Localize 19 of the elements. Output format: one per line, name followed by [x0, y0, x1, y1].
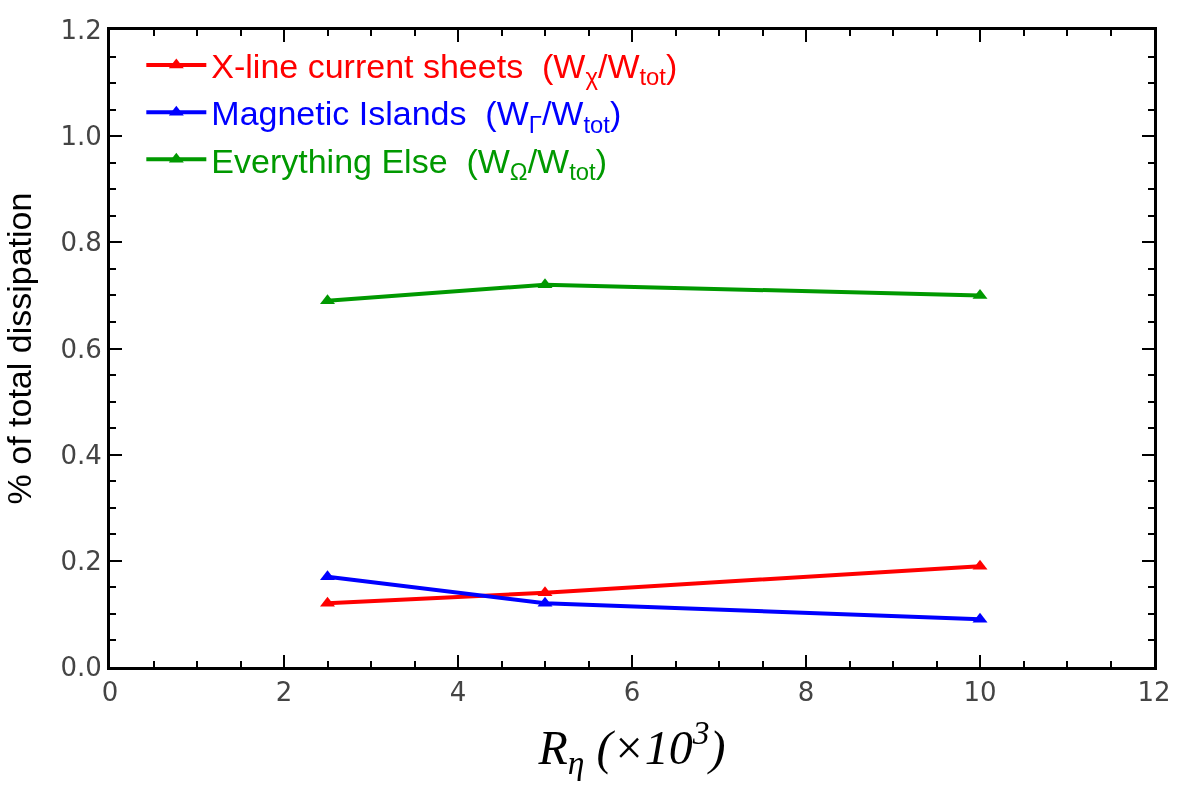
y-tick-label: 0.6: [60, 333, 102, 364]
x-tick-label: 10: [963, 677, 997, 708]
x-tick-label: 2: [275, 677, 293, 708]
y-tick-label: 0.4: [60, 439, 102, 470]
x-axis-title: R$_{η}$ (×10$^{3}$): [537, 714, 726, 782]
x-tick-label: 0: [101, 677, 119, 708]
x-tick-label: 8: [797, 677, 815, 708]
y-tick-label: 0.2: [60, 545, 102, 576]
x-tick-label: 4: [449, 677, 467, 708]
y-tick-label: 1.0: [60, 121, 102, 152]
y-tick-label: 0.8: [60, 227, 102, 258]
x-tick-label: 6: [623, 677, 641, 708]
y-axis-title: % of total dissipation: [0, 192, 38, 505]
y-tick-label: 1.2: [60, 15, 102, 46]
x-tick-label: 12: [1137, 677, 1171, 708]
y-tick-label: 0.0: [60, 652, 102, 683]
legend-label: X-line current sheets (W$_{χ}$/W$_{tot}$): [211, 47, 678, 91]
legend-label: Everything Else (W$_{Ω}$/W$_{tot}$): [211, 141, 607, 185]
legend-label: Magnetic Islands (W$_{Γ}$/W$_{tot}$): [211, 94, 622, 138]
